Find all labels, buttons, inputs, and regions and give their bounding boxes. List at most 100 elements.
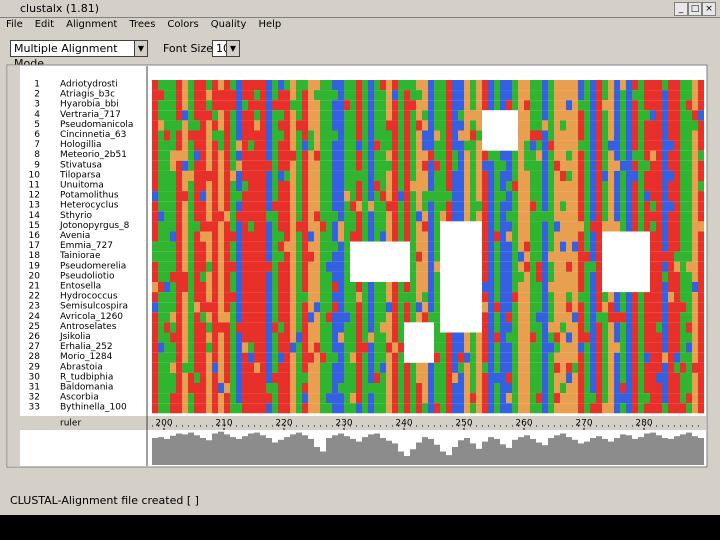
- alignment-cell: [590, 150, 596, 161]
- alignment-cell: [560, 393, 566, 404]
- alignment-cell: [596, 80, 602, 91]
- alignment-cell: [464, 393, 470, 404]
- alignment-cell: [332, 393, 338, 404]
- alignment-cell: [434, 403, 440, 414]
- alignment-cell: [236, 271, 242, 282]
- alignment-cell: [674, 90, 680, 101]
- alignment-cell: [428, 352, 434, 363]
- alignment-cell: [674, 170, 680, 181]
- alignment-cell: [476, 191, 482, 202]
- alignment-cell: [182, 383, 188, 394]
- alignment-cell: [494, 342, 500, 353]
- mode-dropdown-arrow[interactable]: ▼: [134, 40, 148, 57]
- maximize-button[interactable]: □: [688, 2, 702, 16]
- alignment-cell: [512, 181, 518, 192]
- alignment-cell: [236, 110, 242, 121]
- alignment-cell: [290, 312, 296, 323]
- alignment-cell: [464, 372, 470, 383]
- alignment-cell: [182, 302, 188, 313]
- menu-item[interactable]: File: [6, 19, 23, 30]
- alignment-cell: [494, 191, 500, 202]
- alignment-cell: [686, 261, 692, 272]
- alignment-cell: [434, 352, 440, 363]
- alignment-cell: [356, 403, 362, 414]
- alignment-cell: [596, 271, 602, 282]
- menu-item[interactable]: Edit: [34, 19, 55, 30]
- alignment-cell: [344, 100, 350, 111]
- alignment-cell: [332, 332, 338, 343]
- alignment-cell: [188, 312, 194, 323]
- alignment-cell: [392, 90, 398, 101]
- alignment-cell: [512, 332, 518, 343]
- alignment-cell: [164, 181, 170, 192]
- alignment-cell: [368, 362, 374, 373]
- alignment-cell: [536, 110, 542, 121]
- alignment-cell: [194, 140, 200, 151]
- alignment-cell: [656, 120, 662, 131]
- alignment-cell: [314, 362, 320, 373]
- alignment-cell: [176, 302, 182, 313]
- alignment-cell: [512, 201, 518, 212]
- alignment-cell: [518, 292, 524, 303]
- alignment-cell: [446, 312, 452, 323]
- alignment-cell: [272, 332, 278, 343]
- close-button[interactable]: ×: [702, 2, 716, 16]
- alignment-cell: [542, 181, 548, 192]
- alignment-cell: [650, 100, 656, 111]
- alignment-cell: [416, 342, 422, 353]
- alignment-cell: [296, 191, 302, 202]
- alignment-cell: [554, 160, 560, 171]
- alignment-cell: [236, 140, 242, 151]
- alignment-cell: [572, 362, 578, 373]
- alignment-cell: [590, 231, 596, 242]
- alignment-cell: [176, 271, 182, 282]
- alignment-cell: [368, 211, 374, 222]
- alignment-cell: [434, 100, 440, 111]
- alignment-cell: [314, 100, 320, 111]
- alignment-cell: [428, 322, 434, 333]
- alignment-cell: [158, 322, 164, 333]
- menu-item[interactable]: Colors: [167, 19, 199, 30]
- menu-item[interactable]: Quality: [210, 19, 247, 30]
- alignment-cell: [290, 80, 296, 91]
- alignment-cell: [218, 362, 224, 373]
- alignment-cell: [398, 362, 404, 373]
- alignment-cell: [212, 120, 218, 131]
- alignment-cell: [488, 322, 494, 333]
- alignment-cell: [320, 302, 326, 313]
- alignment-cell: [542, 393, 548, 404]
- menu-item[interactable]: Trees: [129, 19, 156, 30]
- alignment-cell: [476, 403, 482, 414]
- sequence-name: Cincinnetia_63: [60, 130, 126, 140]
- alignment-cell: [158, 181, 164, 192]
- minimize-button[interactable]: _: [674, 2, 688, 16]
- alignment-cell: [602, 241, 608, 252]
- alignment-cell: [206, 393, 212, 404]
- alignment-cell: [368, 201, 374, 212]
- alignment-cell: [272, 282, 278, 293]
- sequence-number: 32: [29, 393, 40, 403]
- menu-item[interactable]: Alignment: [66, 19, 118, 30]
- alignment-cell: [506, 271, 512, 282]
- alignment-cell: [518, 302, 524, 313]
- alignment-cell: [392, 292, 398, 303]
- alignment-cell: [152, 383, 158, 394]
- conservation-bar: [644, 433, 650, 465]
- alignment-cell: [686, 322, 692, 333]
- vertical-scrollbar[interactable]: [8, 66, 20, 466]
- alignment-cell: [308, 110, 314, 121]
- font-size-arrow[interactable]: ▼: [226, 40, 240, 57]
- alignment-cell: [164, 120, 170, 131]
- alignment-cell: [176, 221, 182, 232]
- alignment-cell: [416, 231, 422, 242]
- alignment-cell: [218, 221, 224, 232]
- menu-item[interactable]: Help: [258, 19, 282, 30]
- alignment-cell: [404, 302, 410, 313]
- alignment-cell: [452, 80, 458, 91]
- alignment-cell: [398, 221, 404, 232]
- alignment-cell: [296, 150, 302, 161]
- alignment-cell: [626, 352, 632, 363]
- alignment-cell: [272, 201, 278, 212]
- alignment-cell: [692, 251, 698, 262]
- alignment-cell: [668, 140, 674, 151]
